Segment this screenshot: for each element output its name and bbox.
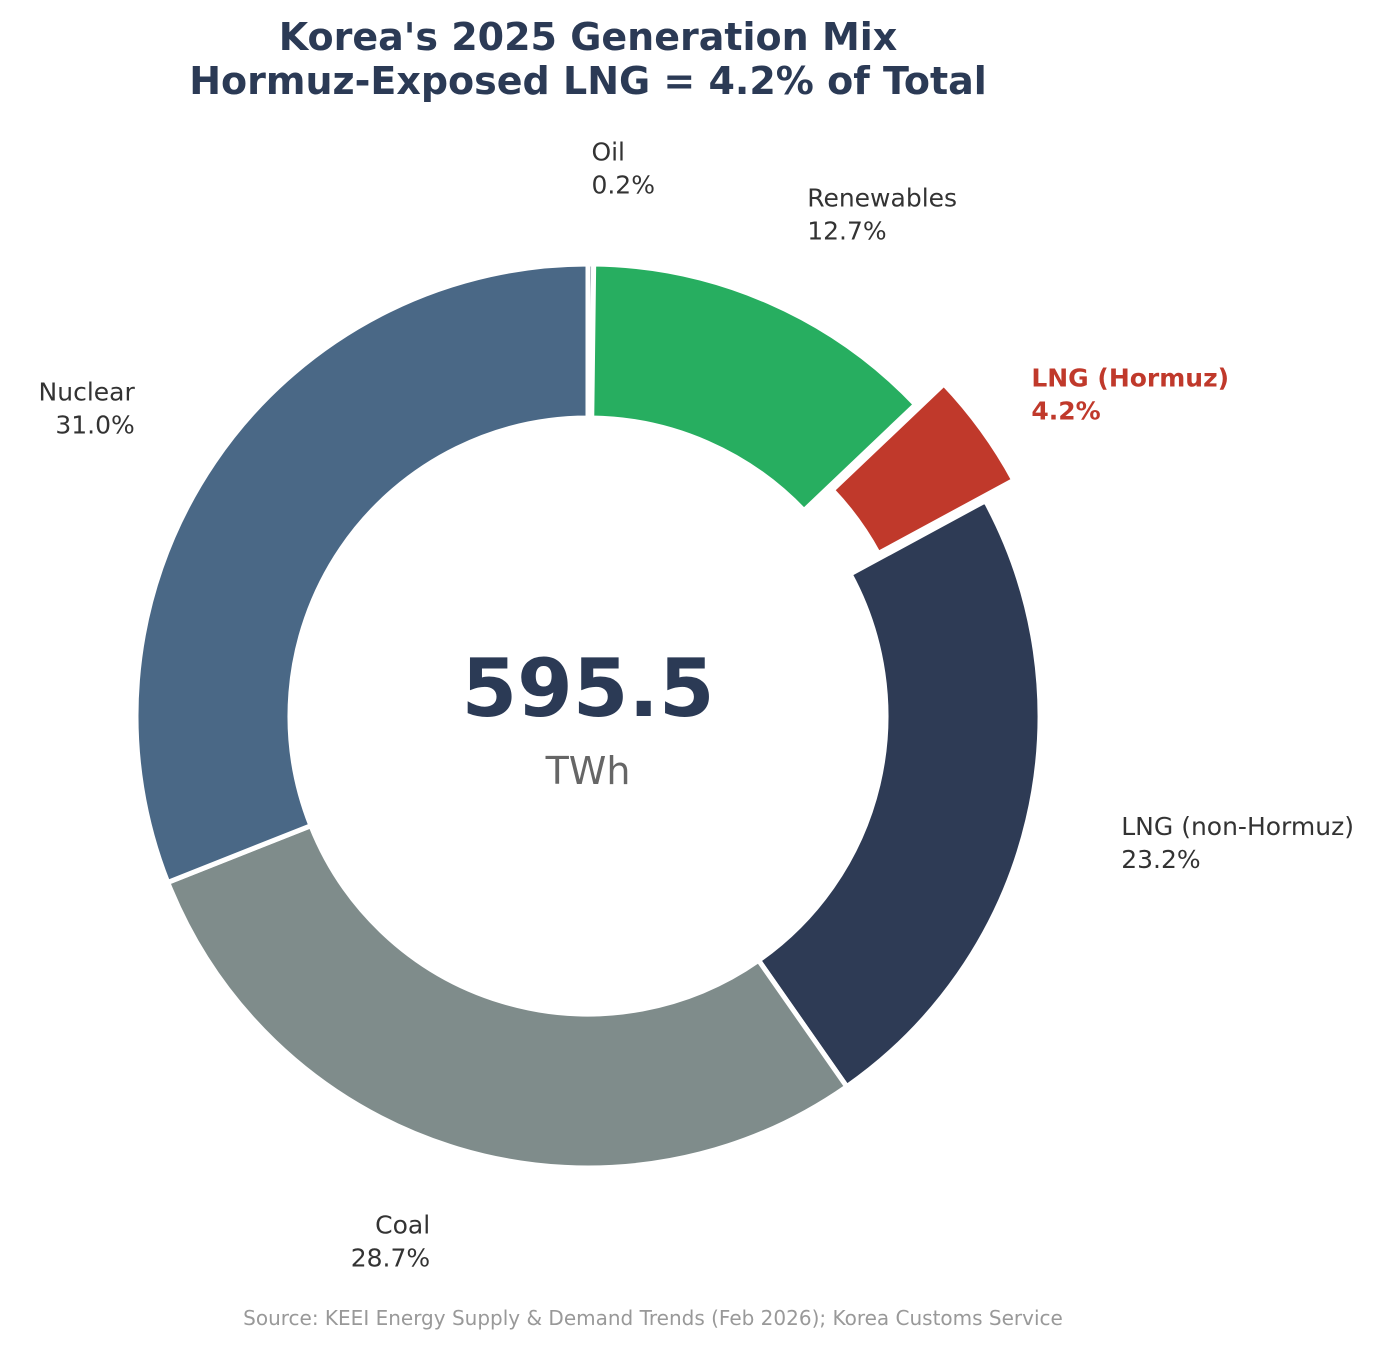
label-name: Coal <box>375 1210 430 1239</box>
chart-title-line-1: Korea's 2025 Generation Mix <box>279 15 898 59</box>
label-nuclear: Nuclear 31.0% <box>39 377 136 439</box>
donut-slices <box>133 261 1043 1171</box>
slice-nuclear <box>133 261 591 886</box>
label-percent: 0.2% <box>591 171 655 200</box>
slice-renewables <box>589 261 920 515</box>
slice-coal <box>164 822 851 1171</box>
slice-lng-hormuz <box>828 380 1018 557</box>
label-percent: 12.7% <box>807 216 886 245</box>
label-coal: Coal 28.7% <box>351 1210 430 1272</box>
source-note: Source: KEEI Energy Supply & Demand Tren… <box>243 1306 1063 1330</box>
label-percent: 23.2% <box>1121 845 1200 874</box>
label-lng-hormuz: LNG (Hormuz) 4.2% <box>1031 363 1229 425</box>
label-renewables: Renewables 12.7% <box>807 183 957 245</box>
label-percent: 28.7% <box>351 1243 430 1272</box>
label-lng-non-hormuz: LNG (non-Hormuz) 23.2% <box>1121 812 1354 874</box>
center-total-value: 595.5 <box>461 642 714 735</box>
slice-labels: Oil 0.2% Renewables 12.7%LNG (Hormuz) 4.2%LN… <box>39 138 1354 1273</box>
label-name: Nuclear <box>39 377 136 406</box>
slice-lng-non-hormuz <box>755 497 1043 1091</box>
center-total-unit: TWh <box>545 749 631 793</box>
chart-title-line-2: Hormuz-Exposed LNG = 4.2% of Total <box>189 59 987 103</box>
label-name: Renewables <box>807 183 957 212</box>
label-name: LNG (Hormuz) <box>1031 363 1229 392</box>
label-oil: Oil 0.2% <box>591 138 655 200</box>
label-percent: 4.2% <box>1031 396 1100 425</box>
label-name: LNG (non-Hormuz) <box>1121 812 1354 841</box>
label-name: Oil <box>591 138 625 167</box>
label-percent: 31.0% <box>55 410 134 439</box>
